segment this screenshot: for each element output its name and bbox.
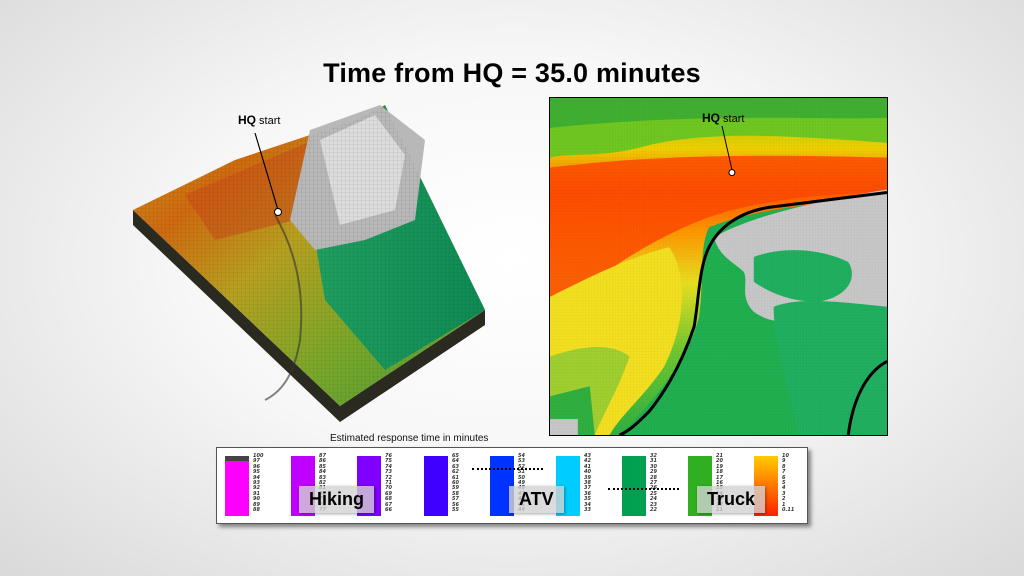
- legend-values-9: 10 9 8 7 6 5 4 3 2 1 0.11: [782, 453, 795, 514]
- hq-callout-rest-2d: start: [720, 113, 745, 125]
- mode-divider-1: [472, 468, 543, 470]
- legend-values-3: 76 75 74 73 72 71 70 69 68 67 66: [385, 453, 392, 514]
- legend-panel: 1009796959493929190898887868584838281807…: [216, 447, 808, 524]
- mode-divider-2: [608, 488, 679, 490]
- legend-values-6: 43 42 41 40 39 38 37 36 35 34 33: [584, 453, 591, 514]
- terrain-3d-view: [133, 105, 485, 422]
- slide-title: Time from HQ = 35.0 minutes: [323, 58, 701, 88]
- mode-label-atv: ATV: [509, 486, 564, 513]
- legend-values-1: 100 97 96 95 94 93 92 91 90 89 88: [253, 453, 264, 514]
- legend-swatch-1: [225, 456, 249, 516]
- hq-callout-bold: HQ: [238, 113, 256, 127]
- legend-values-4: 65 64 63 62 61 60 59 58 57 56 55: [452, 453, 459, 514]
- hq-callout-rest: start: [256, 115, 281, 127]
- mode-label-hiking: Hiking: [299, 486, 375, 513]
- terrain-2d-map: [549, 97, 888, 436]
- legend-swatch-7: [622, 456, 646, 516]
- mode-label-truck: Truck: [697, 486, 766, 513]
- legend-caption: Estimated response time in minutes: [330, 433, 489, 444]
- hq-callout-3d: HQ start: [238, 113, 280, 127]
- hq-callout-2d: HQ start: [702, 111, 744, 125]
- legend-values-7: 32 31 30 29 28 27 26 25 24 23 22: [650, 453, 657, 514]
- legend-swatch-4: [424, 456, 448, 516]
- hq-callout-bold-2d: HQ: [702, 111, 720, 125]
